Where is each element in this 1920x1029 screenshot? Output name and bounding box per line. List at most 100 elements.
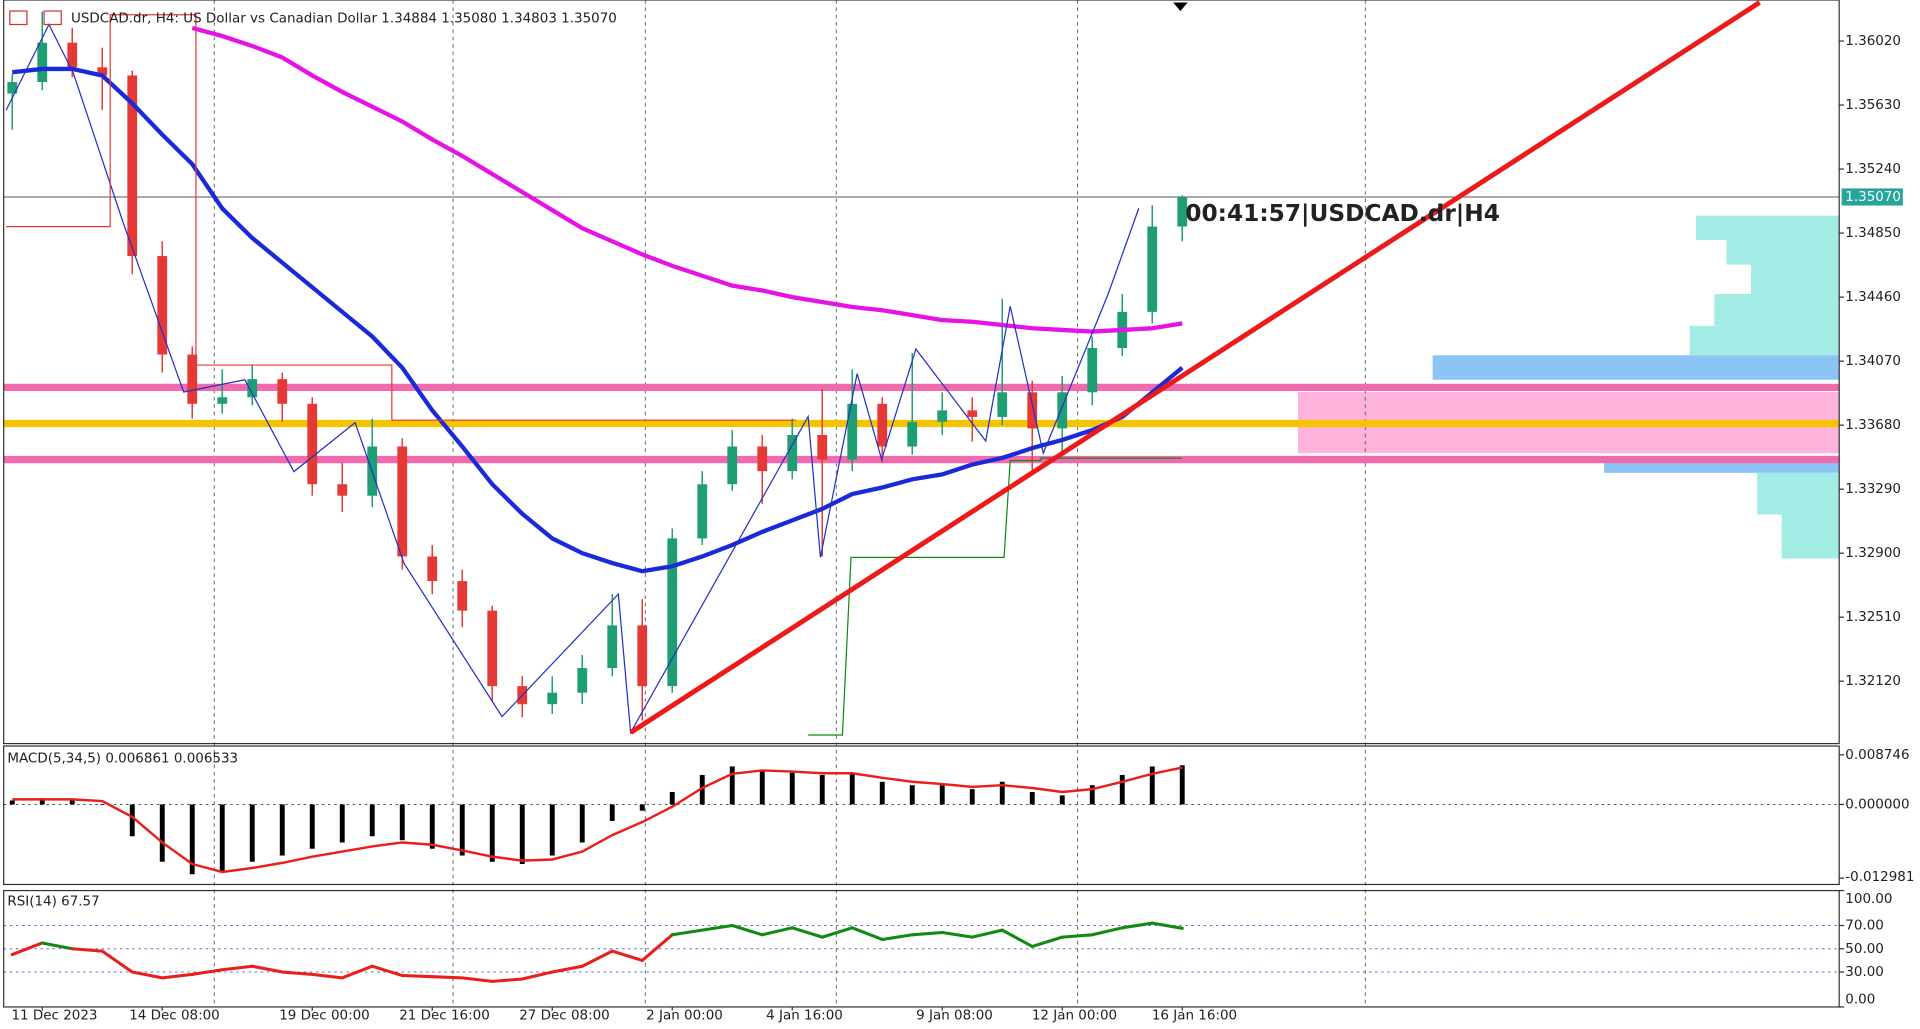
macd-bar (399, 804, 405, 841)
macd-bar (969, 789, 975, 805)
macd-bar (39, 798, 45, 805)
y-tick-label: 0.00 (1845, 992, 1875, 1008)
macd-bar (189, 804, 195, 875)
frames (3, 0, 1840, 1008)
macd-bar (309, 804, 315, 849)
macd-bar (909, 785, 915, 805)
rsi-segment (10, 941, 44, 957)
rsi-segment (160, 972, 194, 980)
macd-bar (219, 804, 225, 872)
y-tick-label: 0.000000 (1845, 796, 1909, 812)
macd-bar (1059, 795, 1065, 805)
macd-label: MACD(5,34,5) 0.006861 0.006533 (7, 750, 238, 766)
profile-bar (1751, 264, 1840, 294)
macd-bar (669, 791, 675, 805)
candle-body (187, 354, 198, 404)
y-tick-label: 1.35240 (1845, 161, 1901, 177)
macd-bar (639, 804, 645, 811)
plot-area: 1.36020 1.35630 1.35240 1.34850 1.34460 1.340… (3, 11, 1914, 1024)
candle-body (997, 392, 1008, 417)
rsi-segment (1150, 921, 1184, 930)
rsi-segment (910, 930, 944, 937)
macd-bar (279, 804, 285, 856)
rsi-segment (400, 973, 434, 979)
macd-bar (789, 772, 795, 805)
candle-body (787, 434, 798, 472)
x-tick-label: 11 Dec 2023 (11, 1008, 97, 1024)
rsi-segment (940, 930, 974, 939)
rsi-segment (580, 949, 614, 968)
candle-body (667, 538, 678, 687)
profile-bar (1714, 294, 1840, 326)
rsi-segment (1090, 926, 1124, 937)
trend-line (629, 0, 1761, 735)
x-tick-label: 12 Jan 00:00 (1032, 1008, 1117, 1024)
rsi-segment (310, 972, 344, 980)
x-tick-label: 21 Dec 16:00 (399, 1008, 490, 1024)
candle-body (397, 446, 408, 557)
y-tick-label: -0.012981 (1845, 869, 1914, 885)
y-tick-label: 70.00 (1845, 917, 1884, 933)
macd-bar (939, 785, 945, 805)
candle-body (37, 42, 48, 83)
rsi-segment (100, 949, 134, 974)
candle-body (727, 446, 738, 485)
x-tick-label: 4 Jan 16:00 (766, 1008, 843, 1024)
candle-body (607, 625, 618, 669)
macd-bar (159, 804, 165, 862)
candle-body (907, 421, 918, 447)
rsi-segment (670, 928, 704, 937)
panel-frame (3, 0, 1840, 745)
macd-bar (999, 781, 1005, 805)
macd-bar (1149, 766, 1155, 805)
y-tick-label: 1.34850 (1845, 225, 1901, 241)
candle-body (697, 484, 708, 539)
profile-bar (1432, 355, 1840, 380)
macd-bar (69, 800, 75, 805)
profile-bar (1726, 240, 1840, 265)
candle-body (307, 403, 318, 485)
macd-bar (369, 804, 375, 837)
macd-bar (729, 766, 735, 805)
x-tick-label: 19 Dec 00:00 (279, 1008, 370, 1024)
y-tick-label: 100.00 (1845, 891, 1892, 907)
y-tick-label: 0.008746 (1845, 747, 1909, 763)
rsi-segment (520, 970, 554, 981)
rsi-segment (1060, 933, 1094, 939)
last-price-label: 1.35070 (1845, 189, 1901, 205)
candle-body (7, 82, 18, 94)
candle-body (1177, 196, 1188, 227)
x-tick-label: 9 Jan 08:00 (916, 1008, 993, 1024)
channel-line (6, 14, 796, 421)
chart-icon (43, 10, 62, 26)
macd-bar (9, 800, 15, 805)
macd-bar (129, 804, 135, 837)
y-tick-label: 1.34070 (1845, 353, 1901, 369)
rsi-segment (850, 926, 884, 941)
rsi-segment (340, 964, 374, 980)
x-tick-label: 14 Dec 08:00 (129, 1008, 220, 1024)
volume-profile (1297, 215, 1840, 559)
y-tick-label: 1.34460 (1845, 289, 1901, 305)
macd-bar (759, 770, 765, 805)
macd-bar (249, 804, 255, 862)
rsi-segment (280, 970, 314, 976)
x-tick-label: 2 Jan 00:00 (646, 1008, 723, 1024)
candle-body (547, 692, 558, 705)
rsi-segment (970, 928, 1004, 939)
macd-bar (519, 804, 525, 865)
rsi-segment (70, 947, 104, 953)
candle-body (1057, 392, 1068, 429)
x-tick-label: 16 Jan 16:00 (1152, 1008, 1237, 1024)
macd-bar (579, 804, 585, 843)
zigzag (5, 23, 1140, 735)
rsi-segment (1120, 921, 1154, 930)
rsi-segment (130, 970, 164, 980)
y-tick-label: 1.32120 (1845, 673, 1901, 689)
profile-bar (1689, 325, 1840, 356)
last-price-box (1841, 188, 1903, 206)
channel-line (808, 457, 1182, 736)
macd-bar (1089, 785, 1095, 805)
macd-bar (489, 804, 495, 862)
